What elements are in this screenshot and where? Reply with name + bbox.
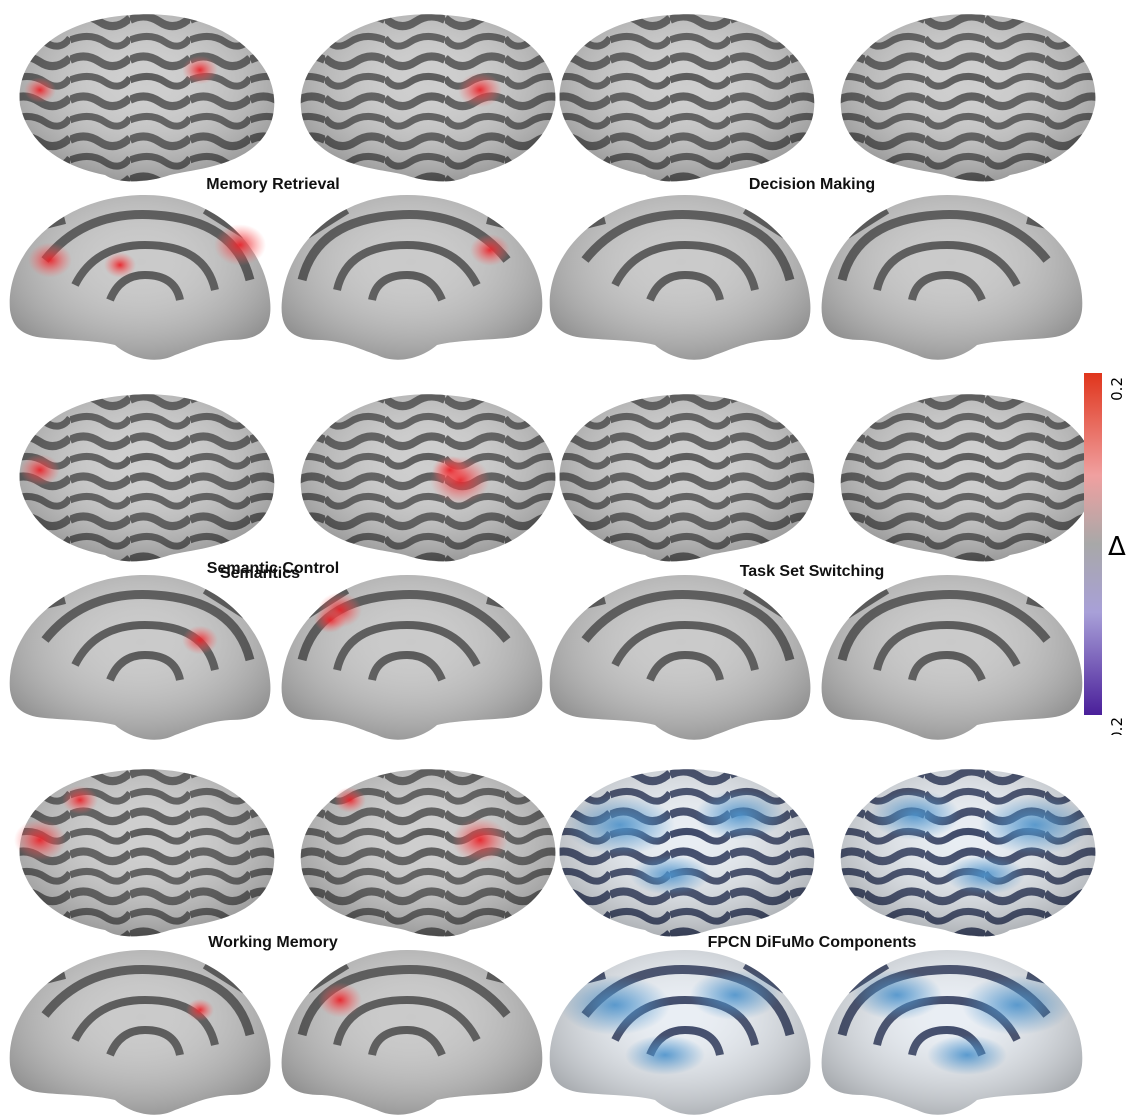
brain-4-medial-right — [281, 950, 543, 1115]
activation-blob-3-3 — [182, 625, 218, 655]
panel-title-decision-making: Decision Making — [748, 176, 876, 193]
brain-3-medial-left — [549, 575, 811, 740]
brain-5-medial-right — [821, 950, 1083, 1115]
colorbar-delta-label: Δ — [1108, 532, 1126, 562]
colorbar: 0.2 - 0.2 Δ — [1084, 373, 1126, 735]
brain-2-lateral-left — [19, 394, 275, 562]
brain-4-lateral-left — [19, 769, 275, 937]
panel-title-fpcn-difumo: FPCN DiFuMo Components — [707, 934, 917, 951]
activation-blob-1-0 — [24, 77, 56, 103]
brain-2-medial-right — [281, 575, 543, 740]
brain-2-lateral-right — [300, 394, 556, 562]
activation-blob-4-3 — [334, 787, 366, 813]
colorbar-max-label: 0.2 — [1108, 377, 1126, 401]
brain-1-medial-left — [549, 195, 811, 360]
activation-blob-0-1 — [28, 242, 72, 278]
brain-5-lateral-left — [559, 769, 815, 937]
brain-5-lateral-right — [840, 769, 1096, 937]
activation-blob-4-1 — [62, 785, 98, 815]
brain-1-medial-right — [821, 195, 1083, 360]
activation-blob-3-2 — [314, 607, 346, 633]
panel-title-memory-retrieval: Memory Retrieval — [206, 176, 340, 193]
activation-blob-0-0 — [182, 55, 218, 85]
colorbar-gradient — [1084, 373, 1102, 715]
colorbar-min-label: - 0.2 — [1108, 717, 1126, 735]
activation-blob-0-2 — [458, 72, 502, 108]
brain-4-lateral-right — [300, 769, 556, 937]
brain-0-lateral-right — [300, 14, 556, 182]
activation-blob-3-1 — [432, 455, 468, 485]
activation-blob-4-4 — [318, 982, 362, 1018]
activation-blob-1-1 — [214, 224, 266, 266]
brain-1-lateral-left — [559, 14, 815, 182]
brain-5-medial-left — [549, 950, 811, 1115]
panel-title-semantic-control: Semantic Control — [206, 560, 340, 577]
activation-blob-4-5 — [186, 998, 214, 1022]
brain-4-medial-left — [9, 950, 271, 1115]
activation-blob-4-2 — [452, 817, 508, 863]
activation-blob-0-4 — [104, 252, 136, 278]
brain-2-medial-left — [9, 575, 271, 740]
panel-title-task-set-switching: Task Set Switching — [739, 563, 885, 580]
panel-title-working-memory: Working Memory — [208, 934, 338, 951]
brain-0-medial-right — [281, 195, 543, 360]
activation-blob-4-0 — [14, 819, 66, 861]
activation-blob-0-3 — [470, 234, 510, 266]
brain-3-lateral-left — [559, 394, 815, 562]
brain-3-medial-right — [821, 575, 1083, 740]
brain-0-lateral-left — [19, 14, 275, 182]
activation-blob-3-0 — [20, 454, 60, 486]
panel-title-semantics: Semantics — [219, 565, 301, 582]
brain-1-lateral-right — [840, 14, 1096, 182]
brain-3-lateral-right — [840, 394, 1096, 562]
brain-0-medial-left — [9, 195, 271, 360]
